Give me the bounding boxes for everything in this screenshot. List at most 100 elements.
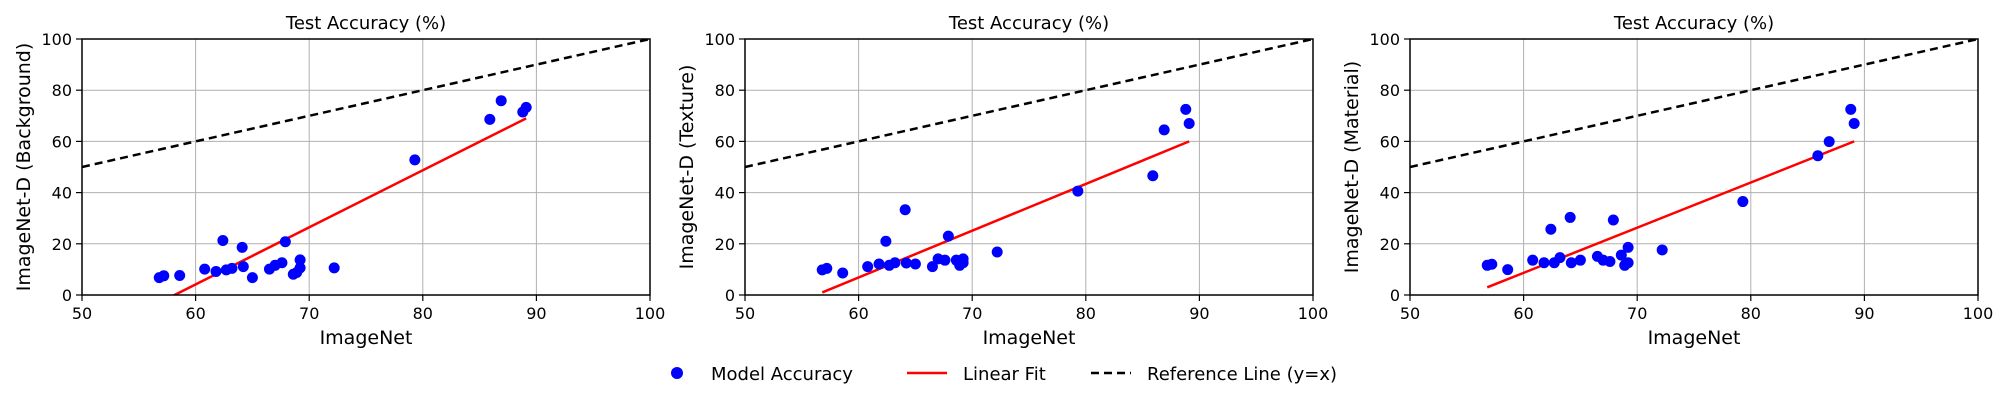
data-point: [1180, 103, 1192, 115]
y-tick-label: 40: [1380, 184, 1400, 203]
x-tick-label: 50: [1400, 304, 1420, 323]
data-point: [1158, 124, 1170, 136]
data-point: [409, 154, 421, 166]
y-tick-label: 60: [1380, 132, 1400, 151]
x-tick-label: 100: [1963, 304, 1994, 323]
data-point: [1486, 258, 1498, 270]
chart-panel-2: 50 60 70 80 90 100 0 20 40 60 80 100 Test Accuracy (…: [676, 13, 1328, 349]
legend-model-label: Model Accuracy: [711, 364, 853, 385]
x-tick-label: 80: [413, 304, 433, 323]
y-tick-label: 80: [715, 81, 735, 100]
legend-ref-label: Reference Line (y=x): [1147, 364, 1337, 385]
x-axis-label: ImageNet: [983, 327, 1076, 349]
y-tick-label: 20: [1380, 235, 1400, 254]
data-point: [899, 204, 911, 216]
data-point: [1607, 214, 1619, 226]
chart-panel-3: 50 60 70 80 90 100 0 20 40 60 80 100 Test Accuracy (…: [1341, 13, 1993, 349]
x-tick-label: 90: [526, 304, 546, 323]
data-point: [889, 257, 901, 269]
y-axis-label: ImageNet-D (Background): [13, 43, 35, 292]
data-point: [226, 262, 238, 274]
x-axis-label: ImageNet: [1648, 327, 1741, 349]
data-point: [926, 261, 938, 273]
data-point: [1147, 170, 1159, 182]
x-tick-label: 70: [299, 304, 319, 323]
legend-fit-label: Linear Fit: [963, 364, 1046, 385]
data-point: [158, 270, 170, 282]
x-tick-label: 60: [1513, 304, 1533, 323]
x-tick-label: 80: [1741, 304, 1761, 323]
chart-panel-1: 50 60 70 80 90 100 0 20 40 60 80 100 Test Accuracy (…: [13, 13, 665, 349]
reference-line: [1410, 39, 1978, 169]
data-point: [1823, 136, 1835, 148]
y-tick-label: 0: [1390, 286, 1400, 305]
y-tick-label: 0: [725, 286, 735, 305]
chart-title: Test Accuracy (%): [285, 13, 446, 34]
data-point: [939, 254, 951, 266]
data-point: [1848, 117, 1860, 129]
legend: Model Accuracy Linear Fit Reference Line…: [671, 364, 1337, 385]
x-tick-label: 50: [735, 304, 755, 323]
data-point: [328, 262, 340, 274]
data-point: [246, 272, 258, 284]
data-point: [217, 234, 229, 246]
data-point: [991, 246, 1003, 258]
y-tick-label: 40: [715, 184, 735, 203]
data-point: [237, 261, 249, 273]
y-tick-label: 40: [52, 184, 72, 203]
x-tick-label: 90: [1189, 304, 1209, 323]
data-point: [900, 257, 912, 269]
y-tick-label: 60: [52, 132, 72, 151]
chart-title: Test Accuracy (%): [948, 13, 1109, 34]
y-axis-label: ImageNet-D (Texture): [676, 65, 698, 270]
plot-area: [1410, 39, 1978, 289]
data-point: [484, 113, 496, 125]
x-tick-label: 90: [1854, 304, 1874, 323]
data-point: [1545, 223, 1557, 235]
data-point: [1554, 252, 1566, 264]
data-point: [1565, 257, 1577, 269]
linear-fit-line: [821, 140, 1190, 294]
y-tick-label: 20: [715, 235, 735, 254]
data-point: [294, 254, 306, 266]
plot-area: [745, 39, 1313, 294]
data-point: [199, 263, 211, 275]
chart-title: Test Accuracy (%): [1613, 13, 1774, 34]
data-point: [1622, 257, 1634, 269]
data-point: [942, 230, 954, 242]
y-tick-label: 100: [1369, 30, 1400, 49]
data-point: [1622, 241, 1634, 253]
data-point: [1845, 103, 1857, 115]
y-tick-label: 20: [52, 235, 72, 254]
x-tick-label: 70: [962, 304, 982, 323]
data-point: [174, 270, 186, 282]
data-point: [520, 101, 532, 113]
data-point: [210, 265, 222, 277]
chart-panels: 50 60 70 80 90 100 0 20 40 60 80 100 Test Accuracy (…: [13, 13, 1993, 349]
x-tick-label: 50: [72, 304, 92, 323]
data-point: [837, 267, 849, 279]
data-point: [1574, 254, 1586, 266]
x-tick-label: 80: [1076, 304, 1096, 323]
y-tick-label: 100: [41, 30, 72, 49]
y-tick-label: 100: [704, 30, 735, 49]
data-point: [880, 235, 892, 247]
data-point: [821, 262, 833, 274]
x-tick-label: 60: [848, 304, 868, 323]
data-point: [873, 258, 885, 270]
reference-line: [745, 39, 1313, 169]
data-point: [1527, 254, 1539, 266]
y-tick-label: 80: [52, 81, 72, 100]
data-point: [1502, 264, 1514, 276]
data-point: [276, 257, 288, 269]
axes-frame: [744, 38, 1314, 296]
y-tick-label: 60: [715, 132, 735, 151]
data-point: [294, 262, 306, 274]
data-point: [957, 253, 969, 265]
x-tick-label: 100: [1298, 304, 1329, 323]
reference-line: [82, 39, 650, 169]
y-tick-label: 80: [1380, 81, 1400, 100]
data-point: [1604, 255, 1616, 267]
x-axis-label: ImageNet: [320, 327, 413, 349]
